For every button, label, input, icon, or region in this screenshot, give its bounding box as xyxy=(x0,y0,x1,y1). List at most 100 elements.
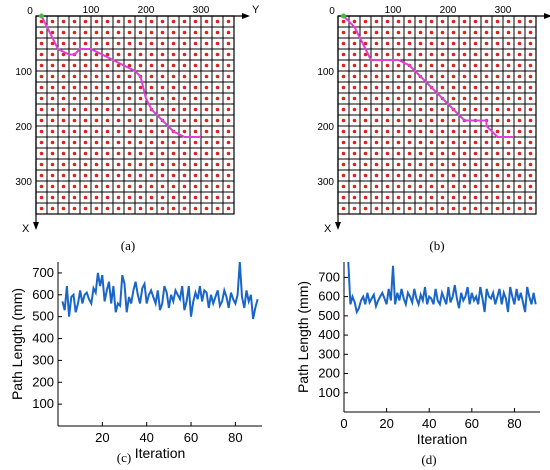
grid-node xyxy=(105,107,110,112)
grid-node xyxy=(440,107,445,112)
grid-node xyxy=(72,63,77,68)
path-length-series xyxy=(61,262,259,320)
grid-node xyxy=(72,96,77,101)
grid-node xyxy=(50,19,55,24)
grid-node xyxy=(138,129,143,134)
grid-node xyxy=(72,151,77,156)
grid-node xyxy=(61,173,66,178)
grid-node xyxy=(407,195,412,200)
grid-node xyxy=(138,41,143,46)
grid-node xyxy=(506,151,511,156)
grid-node xyxy=(72,85,77,90)
grid-node xyxy=(528,41,533,46)
grid-node xyxy=(462,74,467,79)
grid-node xyxy=(83,184,88,189)
grid-node xyxy=(94,184,99,189)
grid-node xyxy=(451,184,456,189)
grid-node xyxy=(473,30,478,35)
grid-node xyxy=(517,206,522,211)
grid-node xyxy=(374,41,379,46)
grid-node xyxy=(171,118,176,123)
grid-node xyxy=(105,41,110,46)
y-tick-label: 500 xyxy=(32,309,54,324)
grid-node xyxy=(116,85,121,90)
grid-node xyxy=(495,85,500,90)
grid-node xyxy=(473,162,478,167)
grid-node xyxy=(506,173,511,178)
grid-node xyxy=(385,184,390,189)
grid-node xyxy=(149,151,154,156)
grid-node xyxy=(215,52,220,57)
grid-node xyxy=(495,52,500,57)
grid-node xyxy=(138,30,143,35)
grid-node xyxy=(193,173,198,178)
grid-node xyxy=(149,74,154,79)
grid-node xyxy=(506,129,511,134)
grid-node xyxy=(506,74,511,79)
y-tick-label: 200 xyxy=(440,5,457,16)
grid-node xyxy=(385,206,390,211)
grid-node xyxy=(418,173,423,178)
grid-node xyxy=(385,30,390,35)
grid-node xyxy=(127,129,132,134)
grid-node xyxy=(149,30,154,35)
grid-node xyxy=(226,63,231,68)
grid-node xyxy=(473,19,478,24)
grid-node xyxy=(484,184,489,189)
grid-node xyxy=(83,195,88,200)
grid-node xyxy=(528,30,533,35)
grid-node xyxy=(116,195,121,200)
grid-node xyxy=(160,19,165,24)
grid-node xyxy=(385,162,390,167)
grid-node xyxy=(528,195,533,200)
grid-node xyxy=(407,140,412,145)
grid-node xyxy=(72,195,77,200)
grid-node xyxy=(226,129,231,134)
grid-node xyxy=(83,63,88,68)
grid-node xyxy=(127,30,132,35)
x-axis-letter: X xyxy=(22,223,30,235)
grid-node xyxy=(204,41,209,46)
grid-node xyxy=(215,30,220,35)
grid-node xyxy=(396,151,401,156)
grid-node xyxy=(127,195,132,200)
grid-node xyxy=(149,96,154,101)
grid-node xyxy=(138,107,143,112)
grid-node xyxy=(473,140,478,145)
grid-node xyxy=(138,140,143,145)
grid-node xyxy=(363,41,368,46)
grid-node xyxy=(418,41,423,46)
grid-node xyxy=(127,41,132,46)
grid-node xyxy=(138,206,143,211)
grid-node xyxy=(94,30,99,35)
grid-node xyxy=(374,63,379,68)
grid-node xyxy=(341,173,346,178)
grid-node xyxy=(138,162,143,167)
grid-node xyxy=(374,52,379,57)
grid-node xyxy=(506,85,511,90)
grid-node xyxy=(352,173,357,178)
grid-node xyxy=(160,184,165,189)
grid-node xyxy=(39,162,44,167)
panel-label-a: (a) xyxy=(121,238,135,253)
grid-node xyxy=(149,41,154,46)
grid-node xyxy=(127,63,132,68)
grid-node xyxy=(226,184,231,189)
grid-node xyxy=(105,184,110,189)
grid-node xyxy=(39,107,44,112)
grid-node xyxy=(429,140,434,145)
grid-node xyxy=(160,107,165,112)
y-tick-label: 600 xyxy=(32,287,54,302)
grid-node xyxy=(385,85,390,90)
grid-node xyxy=(385,195,390,200)
grid-node xyxy=(506,41,511,46)
grid-node xyxy=(473,195,478,200)
y-tick-label: 400 xyxy=(32,331,54,346)
grid-node xyxy=(105,96,110,101)
grid-node xyxy=(193,129,198,134)
x-tick-label: 0 xyxy=(340,416,347,431)
grid-node xyxy=(429,52,434,57)
grid-node xyxy=(528,118,533,123)
grid-node xyxy=(462,41,467,46)
